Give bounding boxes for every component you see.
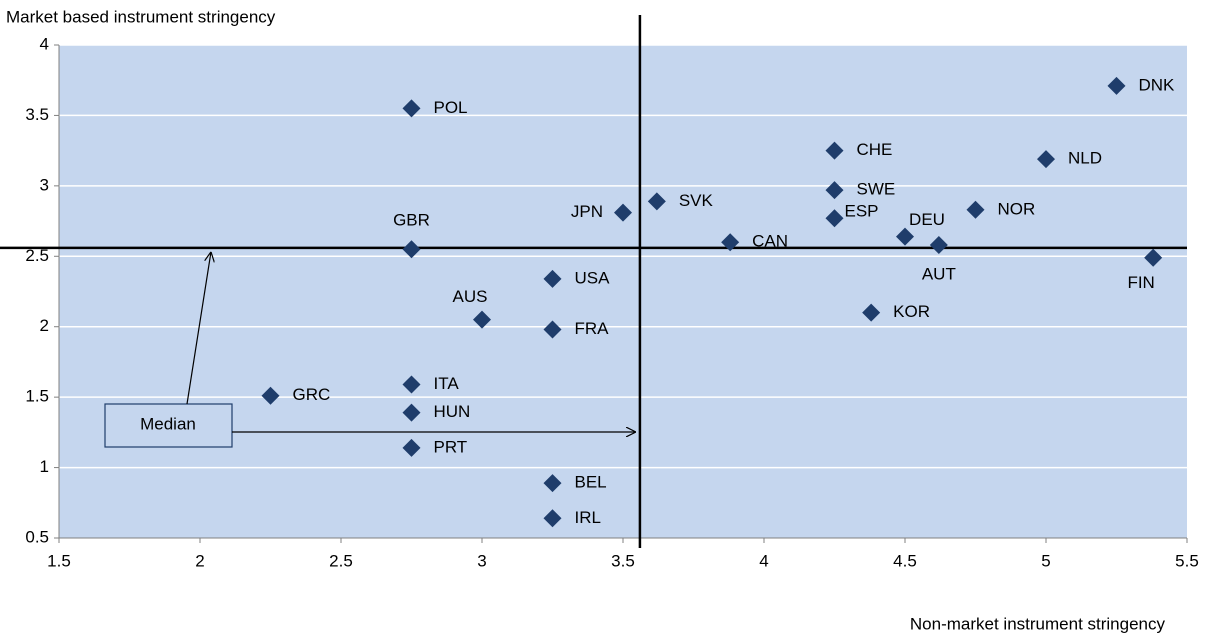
x-tick-label: 2 (195, 551, 204, 570)
point (543, 474, 562, 493)
y-tick-label: 0.5 (25, 527, 49, 546)
y-tick-label: 1 (40, 457, 49, 476)
point (402, 438, 421, 457)
point-label: GBR (393, 211, 430, 230)
point (543, 509, 562, 528)
point-label: PRT (434, 437, 468, 456)
y-tick-label: 1.5 (25, 387, 49, 406)
point-label: IRL (575, 508, 601, 527)
y-tick-label: 2 (40, 316, 49, 335)
point-label: JPN (571, 202, 603, 221)
point (1037, 150, 1055, 169)
x-tick-label: 5 (1041, 551, 1050, 570)
point-label: DEU (909, 210, 945, 229)
y-tick-label: 3.5 (25, 105, 49, 124)
point (1144, 248, 1163, 267)
point (825, 141, 844, 160)
point-label: AUT (922, 265, 956, 284)
point (1107, 76, 1126, 95)
point (647, 192, 666, 211)
point (825, 209, 844, 228)
x-tick-label: 3.5 (611, 551, 635, 570)
point-label: CAN (752, 232, 788, 251)
point (261, 386, 280, 405)
x-tick-label: 4.5 (893, 551, 917, 570)
point (929, 236, 948, 255)
point-label: POL (434, 98, 468, 117)
point-label: USA (575, 268, 611, 287)
point (721, 233, 740, 252)
y-tick-label: 4 (40, 34, 49, 53)
point-label: CHE (857, 140, 893, 159)
point (402, 99, 421, 118)
point-label: NOR (998, 199, 1036, 218)
y-axis-title: Market based instrument stringency (6, 7, 276, 26)
point (402, 403, 421, 422)
point (543, 320, 562, 339)
median-arrow (186, 252, 211, 405)
point (896, 227, 914, 246)
point-label: HUN (434, 402, 471, 421)
point-label: DNK (1139, 75, 1176, 94)
y-tick-label: 2.5 (25, 246, 49, 265)
y-tick-label: 3 (40, 175, 49, 194)
point (402, 240, 421, 259)
point-label: SWE (857, 180, 896, 199)
point (862, 303, 881, 322)
plot-area (59, 45, 1187, 538)
point-label: ESP (845, 202, 879, 221)
x-tick-label: 1.5 (47, 551, 71, 570)
point-label: NLD (1068, 149, 1102, 168)
point-label: ITA (434, 374, 460, 393)
point (473, 310, 491, 329)
point-label: FIN (1127, 273, 1154, 292)
x-tick-label: 5.5 (1175, 551, 1199, 570)
point-label: SVK (679, 191, 714, 210)
median-box (104, 403, 233, 448)
point (402, 375, 421, 394)
x-tick-label: 3 (477, 551, 486, 570)
x-tick-label: 4 (759, 551, 768, 570)
point (966, 200, 985, 219)
point-label: AUS (453, 287, 488, 306)
point (825, 181, 844, 200)
x-axis-title: Non-market instrument stringency (910, 614, 1166, 633)
point-label: KOR (893, 302, 930, 321)
point-label: FRA (575, 319, 610, 338)
median-label: Median (140, 414, 196, 433)
point-label: BEL (575, 473, 607, 492)
point (543, 269, 562, 288)
x-tick-label: 2.5 (329, 551, 353, 570)
point (614, 203, 632, 222)
point-label: GRC (293, 385, 331, 404)
